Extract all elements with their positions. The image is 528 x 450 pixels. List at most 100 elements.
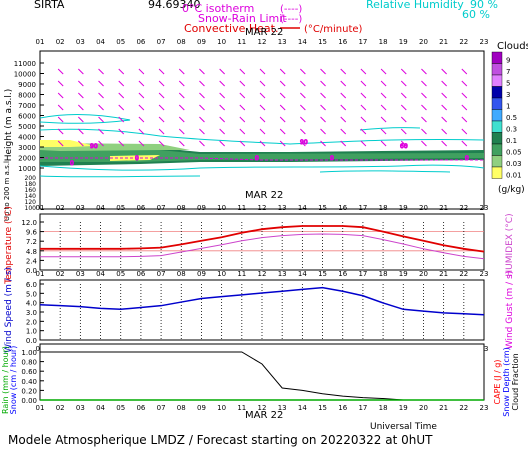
colorbar-label: 0.1 bbox=[506, 137, 517, 145]
wind-barb bbox=[441, 140, 447, 147]
hour-label: 10 bbox=[217, 204, 226, 212]
humidex-axis-label: HUMIDEX (°C) bbox=[505, 213, 515, 276]
hour-label: 19 bbox=[399, 270, 408, 278]
wind-barb bbox=[340, 80, 347, 87]
wind-barb bbox=[300, 104, 306, 111]
hour-label: 05 bbox=[116, 204, 125, 212]
hour-label: 01 bbox=[36, 404, 45, 412]
wind-barb bbox=[279, 140, 286, 147]
height-tick: 9000 bbox=[18, 81, 36, 89]
hour-label: 13 bbox=[278, 38, 287, 46]
wind-barb bbox=[300, 92, 306, 99]
wind-barb bbox=[259, 68, 266, 75]
hour-label: 19 bbox=[399, 204, 408, 212]
hour-label: 08 bbox=[177, 404, 186, 412]
hour-label: 15 bbox=[318, 404, 327, 412]
hour-label: 22 bbox=[459, 38, 468, 46]
axis-tick: 12.0 bbox=[21, 219, 37, 227]
colorbar-swatch bbox=[491, 86, 503, 99]
hour-label: 08 bbox=[177, 270, 186, 278]
wind-axis: 6.05.0 4.03.02.0 1.00.0 bbox=[26, 281, 44, 345]
wind-barb bbox=[461, 116, 468, 123]
wind-barb bbox=[199, 116, 205, 123]
wind-barb bbox=[340, 116, 347, 123]
wind-barb bbox=[178, 140, 185, 147]
hour-label: 11 bbox=[237, 38, 246, 46]
rh-contour-6 bbox=[359, 127, 421, 131]
wind-barb bbox=[199, 80, 205, 87]
rain-axis-label: Rain (mm / hour) bbox=[1, 346, 10, 414]
rh-contours bbox=[39, 113, 485, 178]
wind-barb bbox=[360, 116, 367, 123]
wind-barb bbox=[78, 80, 84, 87]
height-tick-low: 160 bbox=[25, 187, 37, 194]
wind-barb bbox=[199, 68, 205, 75]
height-axis: 11000 10000 9000 8000 7000 6000 5000 4000 3000 20… bbox=[14, 60, 44, 173]
colorbar-title: Clouds bbox=[497, 41, 528, 52]
axis-tick: 0.0 bbox=[26, 337, 37, 345]
hour-label: 19 bbox=[399, 404, 408, 412]
rh-contour-1 bbox=[39, 113, 131, 124]
hour-label: 14 bbox=[298, 204, 307, 212]
isotherm-label: 0 bbox=[70, 160, 74, 167]
hour-label: 22 bbox=[459, 204, 468, 212]
wind-barb bbox=[78, 116, 84, 123]
axis-tick: 3.0 bbox=[26, 309, 37, 317]
wind-barb bbox=[320, 104, 326, 111]
wind-barb bbox=[178, 68, 185, 75]
hour-label: 17 bbox=[358, 38, 367, 46]
wind-barb bbox=[239, 140, 246, 147]
hour-label: 01 bbox=[36, 270, 45, 278]
wind-barb bbox=[138, 92, 145, 99]
hour-label: 18 bbox=[379, 204, 388, 212]
wind-barb bbox=[279, 104, 286, 111]
hour-label: 06 bbox=[136, 38, 145, 46]
height-tick: 8000 bbox=[18, 92, 36, 100]
cape-axis-label: CAPE (J / g) bbox=[493, 360, 502, 405]
legend-rh: Relative Humidity bbox=[366, 0, 464, 11]
hour-label: 07 bbox=[157, 38, 166, 46]
wind-barb bbox=[279, 80, 286, 87]
height-tick-low: 120 bbox=[25, 199, 37, 206]
wind-barb bbox=[400, 104, 407, 111]
wind-barb bbox=[441, 92, 447, 99]
wind-barb bbox=[320, 140, 326, 147]
hour-label: 23 bbox=[480, 404, 489, 412]
legend-isotherm-symbol: (----) bbox=[280, 4, 302, 15]
legend-snow-rain-symbol: (----) bbox=[280, 14, 302, 25]
hour-label: 21 bbox=[439, 404, 448, 412]
wind-barb bbox=[400, 92, 407, 99]
hour-label: 22 bbox=[459, 270, 468, 278]
colorbar-swatch bbox=[491, 51, 503, 64]
hour-label: 02 bbox=[56, 204, 65, 212]
hour-label: 16 bbox=[338, 204, 347, 212]
hour-label: 18 bbox=[379, 270, 388, 278]
wind-barb bbox=[98, 80, 104, 87]
colorbar-label: 0.3 bbox=[506, 125, 517, 133]
wind-barb bbox=[118, 92, 125, 99]
hour-label: 21 bbox=[439, 204, 448, 212]
wind-barb bbox=[57, 140, 64, 147]
axis-tick: 0.80 bbox=[21, 359, 37, 367]
colorbar-label: 1 bbox=[506, 102, 510, 110]
hour-label: 17 bbox=[358, 270, 367, 278]
date-label-panel2: MAR 22 bbox=[245, 190, 283, 201]
hour-label: 06 bbox=[136, 404, 145, 412]
wind-barb bbox=[400, 80, 407, 87]
wind-barb bbox=[219, 92, 225, 99]
rh-contour-4 bbox=[39, 175, 201, 178]
wind-barb bbox=[400, 68, 407, 75]
wind-barb bbox=[320, 128, 326, 135]
temperature-panel bbox=[39, 213, 485, 271]
isotherm-label: 0 bbox=[255, 155, 259, 162]
hour-label: 15 bbox=[318, 204, 327, 212]
wind-barb bbox=[239, 92, 246, 99]
wind-barb bbox=[138, 80, 145, 87]
wind-barb bbox=[178, 80, 185, 87]
hour-label: 18 bbox=[379, 38, 388, 46]
hour-label: 02 bbox=[56, 404, 65, 412]
wind-barb bbox=[421, 140, 427, 147]
wind-barb bbox=[259, 128, 266, 135]
legend-convective-symbol: (°C/minute) bbox=[304, 24, 363, 35]
wind-barb bbox=[441, 104, 447, 111]
